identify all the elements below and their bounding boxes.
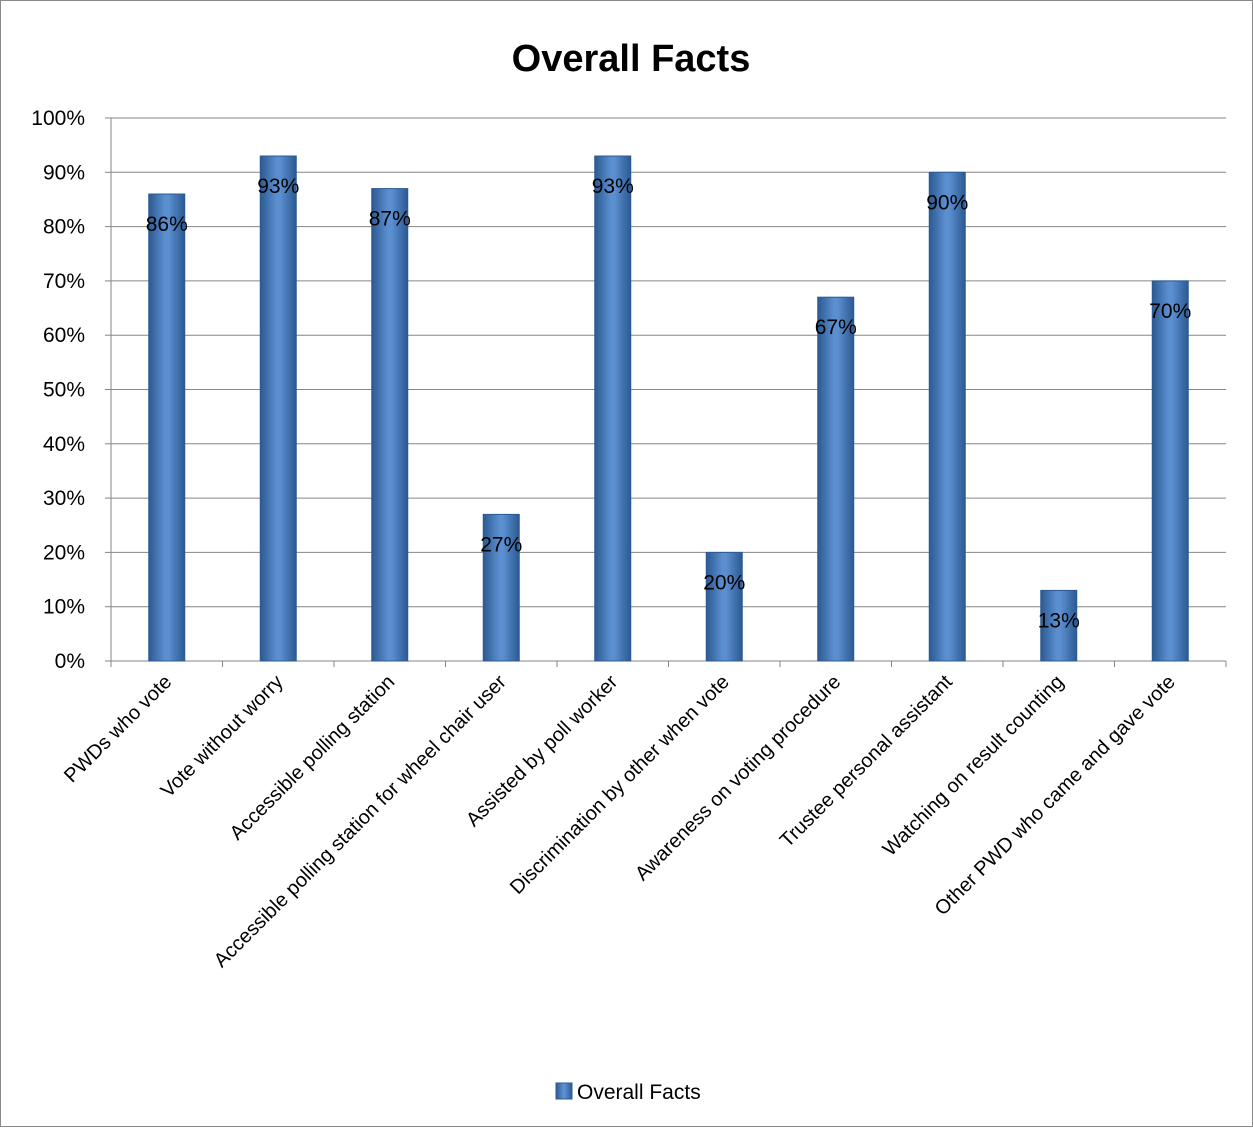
data-label: 93% <box>592 175 634 198</box>
bar <box>817 296 855 662</box>
x-tick-label: Discrimination by other when vote <box>506 671 734 899</box>
y-tick-label: 0% <box>55 650 85 673</box>
bar <box>482 513 520 662</box>
gridlines <box>105 117 1227 667</box>
y-tick-label: 80% <box>43 216 85 239</box>
data-label: 13% <box>1038 609 1080 632</box>
y-tick-label: 100% <box>31 107 85 130</box>
x-tick-label: Awareness on voting procedure <box>631 671 845 885</box>
bar <box>148 193 186 662</box>
legend-swatch <box>555 1082 573 1100</box>
data-label: 93% <box>257 175 299 198</box>
bar <box>594 155 632 662</box>
y-tick-label: 30% <box>43 487 85 510</box>
chart-title: Overall Facts <box>512 38 751 80</box>
data-label: 86% <box>146 213 188 236</box>
data-label: 67% <box>815 316 857 339</box>
bar <box>1151 280 1189 662</box>
data-labels: 86% 93% 87% 27% 93% 20% 67% 90% 13% 70% <box>146 175 1192 632</box>
y-tick-label: 90% <box>43 161 85 184</box>
data-label: 20% <box>703 571 745 594</box>
y-tick-label: 40% <box>43 433 85 456</box>
x-tick-label: Watching on result counting <box>879 671 1069 861</box>
x-tick-label: PWDs who vote <box>60 671 176 787</box>
x-tick-label: Other PWD who came and gave vote <box>931 671 1180 920</box>
data-label: 90% <box>926 191 968 214</box>
y-tick-label: 10% <box>43 596 85 619</box>
x-tick-label: Vote without worry <box>157 671 288 802</box>
y-axis-ticks: 0% 10% 20% 30% 40% 50% 60% 70% 80% 90% 100% <box>31 107 85 673</box>
bar <box>705 551 743 662</box>
y-tick-label: 50% <box>43 379 85 402</box>
y-tick-label: 60% <box>43 324 85 347</box>
legend: Overall Facts <box>555 1081 701 1104</box>
legend-label: Overall Facts <box>577 1081 701 1104</box>
y-tick-label: 20% <box>43 541 85 564</box>
bar <box>259 155 297 662</box>
bar <box>928 171 966 662</box>
data-label: 87% <box>369 208 411 231</box>
bar <box>1040 589 1078 662</box>
data-label: 27% <box>480 533 522 556</box>
y-tick-label: 70% <box>43 270 85 293</box>
bar <box>371 188 409 662</box>
bars <box>148 155 1189 662</box>
data-label: 70% <box>1149 300 1191 323</box>
